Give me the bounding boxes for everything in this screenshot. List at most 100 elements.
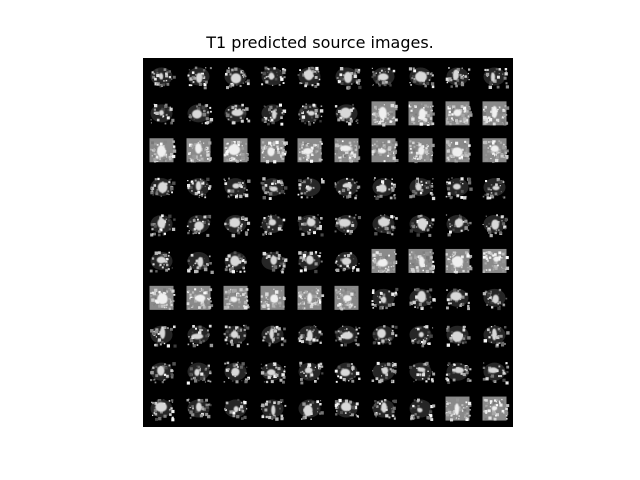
speckle xyxy=(153,184,157,187)
speckle xyxy=(154,330,159,334)
speckle xyxy=(190,298,194,302)
speckle xyxy=(420,180,423,183)
speckle xyxy=(197,365,201,369)
slice-core xyxy=(341,331,353,340)
slice-tile xyxy=(408,138,435,164)
speckle xyxy=(459,117,463,121)
speckle xyxy=(166,83,170,86)
speckle xyxy=(393,215,395,218)
speckle xyxy=(501,222,505,226)
slice-core xyxy=(270,255,277,265)
speckle xyxy=(346,229,350,233)
slice-core xyxy=(378,148,387,154)
speckle xyxy=(357,81,360,85)
speckle xyxy=(208,306,212,309)
speckle xyxy=(384,68,386,70)
speckle xyxy=(300,378,303,381)
speckle xyxy=(350,152,353,156)
speckle xyxy=(282,155,285,159)
slice-core xyxy=(157,182,168,193)
speckle xyxy=(427,301,431,305)
speckle xyxy=(150,292,152,294)
speckle xyxy=(418,255,422,258)
speckle xyxy=(389,114,392,118)
speckle xyxy=(424,185,426,187)
speckle xyxy=(411,268,415,272)
speckle xyxy=(418,339,421,343)
speckle xyxy=(237,231,241,235)
speckle xyxy=(416,226,418,228)
speckle xyxy=(228,377,230,379)
speckle xyxy=(381,147,383,150)
speckle xyxy=(483,269,485,271)
speckle xyxy=(202,113,207,117)
speckle xyxy=(448,113,451,116)
speckle xyxy=(306,377,308,379)
speckle xyxy=(338,217,341,220)
speckle xyxy=(154,402,158,405)
speckle xyxy=(168,107,170,109)
speckle xyxy=(299,364,302,367)
speckle xyxy=(448,77,452,81)
speckle xyxy=(171,191,173,194)
speckle xyxy=(412,141,415,145)
speckle xyxy=(151,401,153,403)
speckle xyxy=(268,197,272,200)
speckle xyxy=(301,222,304,226)
speckle xyxy=(355,158,357,160)
speckle xyxy=(279,152,283,156)
speckle xyxy=(492,160,495,163)
speckle xyxy=(455,141,459,145)
speckle xyxy=(298,187,301,190)
speckle xyxy=(205,117,209,121)
speckle xyxy=(393,399,397,404)
speckle xyxy=(489,331,491,334)
speckle xyxy=(319,120,322,123)
speckle xyxy=(233,288,237,293)
speckle xyxy=(417,327,420,331)
speckle xyxy=(240,185,243,189)
speckle xyxy=(386,362,390,366)
speckle xyxy=(500,375,503,378)
speckle xyxy=(267,254,271,258)
slice-tile xyxy=(150,214,176,237)
speckle xyxy=(235,380,239,384)
speckle xyxy=(162,115,165,117)
speckle xyxy=(351,83,353,85)
speckle xyxy=(230,71,232,73)
speckle xyxy=(271,228,274,231)
speckle xyxy=(341,117,345,121)
speckle xyxy=(485,254,488,257)
speckle xyxy=(449,256,452,258)
speckle xyxy=(447,408,450,411)
speckle xyxy=(275,143,278,146)
speckle xyxy=(342,338,344,340)
speckle xyxy=(335,406,338,409)
speckle xyxy=(486,402,489,405)
speckle xyxy=(236,328,241,332)
speckle xyxy=(282,153,285,156)
slice-core xyxy=(307,292,313,303)
speckle xyxy=(208,262,211,265)
speckle xyxy=(239,141,243,144)
speckle xyxy=(204,291,208,295)
speckle xyxy=(157,338,162,342)
speckle xyxy=(492,380,495,382)
speckle xyxy=(226,306,230,309)
speckle xyxy=(246,158,249,161)
speckle xyxy=(158,289,162,292)
speckle xyxy=(456,68,460,72)
speckle xyxy=(193,227,197,231)
speckle xyxy=(339,159,342,162)
speckle xyxy=(245,372,247,374)
speckle xyxy=(395,150,398,153)
speckle xyxy=(170,372,173,375)
speckle xyxy=(445,253,448,256)
speckle xyxy=(203,258,205,260)
speckle xyxy=(427,377,430,381)
speckle xyxy=(165,290,169,293)
speckle xyxy=(192,154,196,158)
speckle xyxy=(161,381,164,384)
speckle xyxy=(427,118,431,122)
speckle xyxy=(450,414,453,417)
